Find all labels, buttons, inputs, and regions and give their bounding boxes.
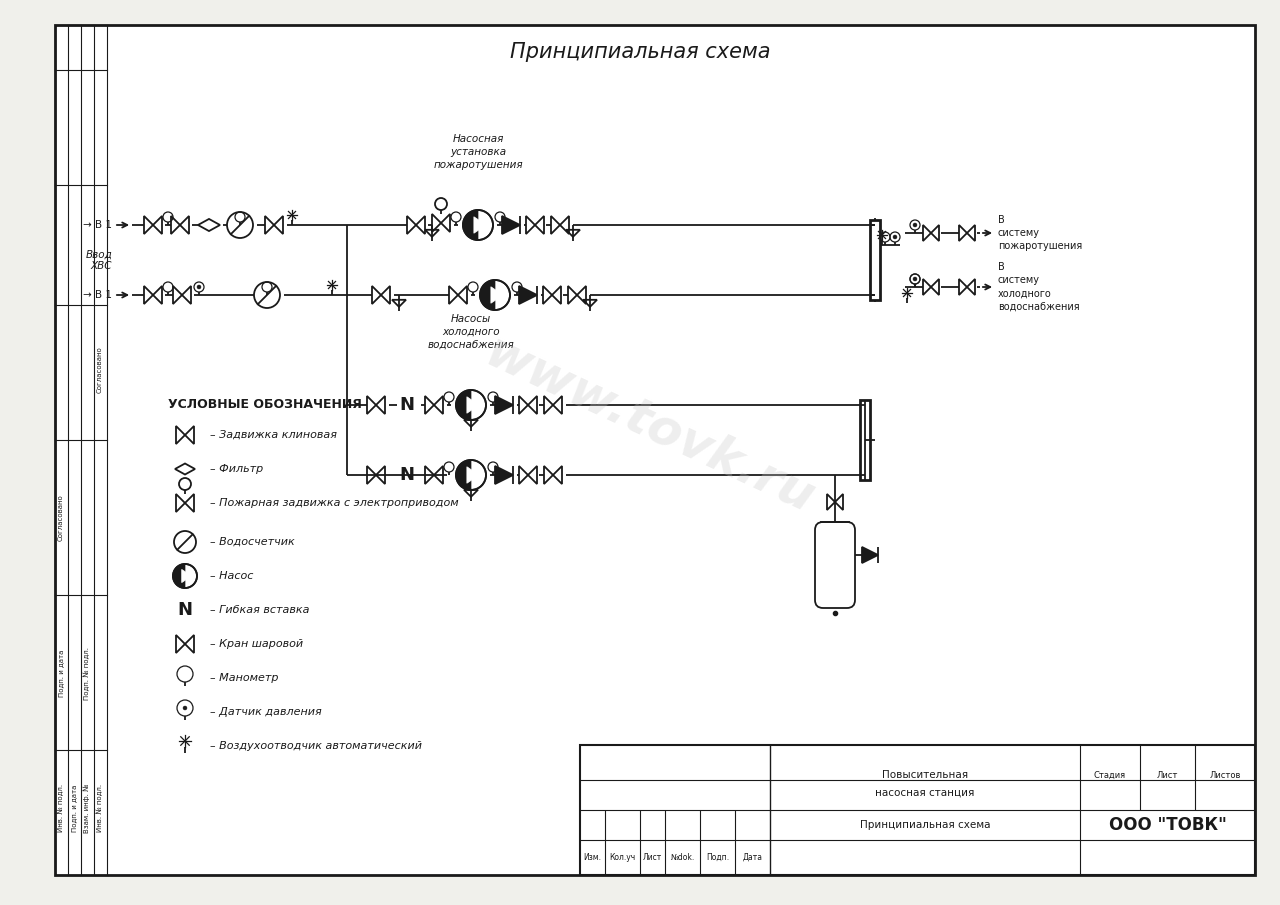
Circle shape [913, 223, 916, 227]
Text: Принципиальная схема: Принципиальная схема [860, 820, 991, 830]
Circle shape [463, 210, 493, 240]
Text: – Гибкая вставка: – Гибкая вставка [210, 605, 310, 615]
Wedge shape [480, 280, 495, 310]
Polygon shape [182, 569, 192, 583]
Wedge shape [456, 390, 471, 420]
Bar [860, 400, 870, 480]
Wedge shape [463, 210, 477, 240]
Text: → В 1: → В 1 [83, 290, 113, 300]
Text: В
систему
холодного
водоснабжения: В систему холодного водоснабжения [998, 262, 1079, 312]
Text: Подп. и дата: Подп. и дата [70, 785, 77, 832]
Text: ООО "ТОВК": ООО "ТОВК" [1108, 816, 1226, 834]
Text: – Манометр: – Манометр [210, 673, 279, 683]
Circle shape [456, 460, 486, 490]
Text: Лист: Лист [643, 853, 662, 862]
Polygon shape [861, 547, 878, 563]
Text: Дата: Дата [742, 853, 763, 862]
Bar [580, 745, 1254, 875]
Polygon shape [467, 467, 479, 483]
Text: Кол.уч: Кол.уч [609, 853, 636, 862]
Text: В
систему
пожаротушения: В систему пожаротушения [998, 214, 1083, 252]
Text: – Пожарная задвижка с электроприводом: – Пожарная задвижка с электроприводом [210, 498, 458, 508]
Circle shape [913, 277, 916, 281]
Polygon shape [495, 466, 513, 484]
Text: УСЛОВНЫЕ ОБОЗНАЧЕНИЯ: УСЛОВНЫЕ ОБОЗНАЧЕНИЯ [168, 398, 362, 412]
Text: – Датчик давления: – Датчик давления [210, 707, 321, 717]
Text: Подп. № подл.: Подп. № подл. [83, 646, 91, 700]
Text: Взам. инф. №: Взам. инф. № [83, 784, 91, 833]
Text: N: N [178, 601, 192, 619]
Text: – Задвижка клиновая: – Задвижка клиновая [210, 430, 337, 440]
Text: N: N [399, 396, 415, 414]
Text: www.tovk.ru: www.tovk.ru [477, 328, 822, 522]
Circle shape [173, 564, 197, 588]
Wedge shape [173, 564, 186, 588]
Text: N: N [399, 466, 415, 484]
FancyBboxPatch shape [815, 522, 855, 608]
Text: Инв. № подл.: Инв. № подл. [97, 784, 104, 832]
Text: Насосная
установка
пожаротушения: Насосная установка пожаротушения [433, 134, 522, 170]
Text: – Воздухоотводчик автоматический: – Воздухоотводчик автоматический [210, 741, 422, 751]
Polygon shape [467, 396, 479, 414]
Polygon shape [490, 287, 503, 303]
Polygon shape [495, 396, 513, 414]
Text: Изм.: Изм. [584, 853, 602, 862]
Text: Подп. и дата: Подп. и дата [58, 649, 64, 697]
Text: Ввод
ХВС: Ввод ХВС [86, 249, 113, 271]
Polygon shape [474, 217, 486, 233]
Text: – Насос: – Насос [210, 571, 253, 581]
Circle shape [480, 280, 509, 310]
Polygon shape [502, 216, 520, 234]
Text: Согласовано: Согласовано [97, 347, 102, 394]
Text: – Кран шаровой: – Кран шаровой [210, 639, 303, 649]
Text: Листов: Листов [1210, 770, 1240, 779]
Circle shape [893, 235, 897, 239]
Text: Подп.: Подп. [707, 853, 730, 862]
Bar [870, 220, 881, 300]
Text: насосная станция: насосная станция [876, 788, 974, 798]
Text: → В 1: → В 1 [83, 220, 113, 230]
Text: Принципиальная схема: Принципиальная схема [509, 42, 771, 62]
Text: Лист: Лист [1157, 770, 1178, 779]
Text: Повысительная: Повысительная [882, 770, 968, 780]
Text: Насосы
холодного
водоснабжения: Насосы холодного водоснабжения [428, 314, 515, 350]
Text: Стадия: Стадия [1094, 770, 1126, 779]
Circle shape [183, 706, 187, 710]
Text: №dok.: №dok. [671, 853, 695, 862]
Text: Инв. № подл.: Инв. № подл. [58, 784, 64, 832]
Circle shape [197, 285, 201, 289]
Text: – Фильтр: – Фильтр [210, 464, 264, 474]
Text: Согласовано: Согласовано [58, 495, 64, 541]
Wedge shape [456, 460, 471, 490]
Polygon shape [518, 286, 538, 304]
Text: – Водосчетчик: – Водосчетчик [210, 537, 294, 547]
Circle shape [456, 390, 486, 420]
